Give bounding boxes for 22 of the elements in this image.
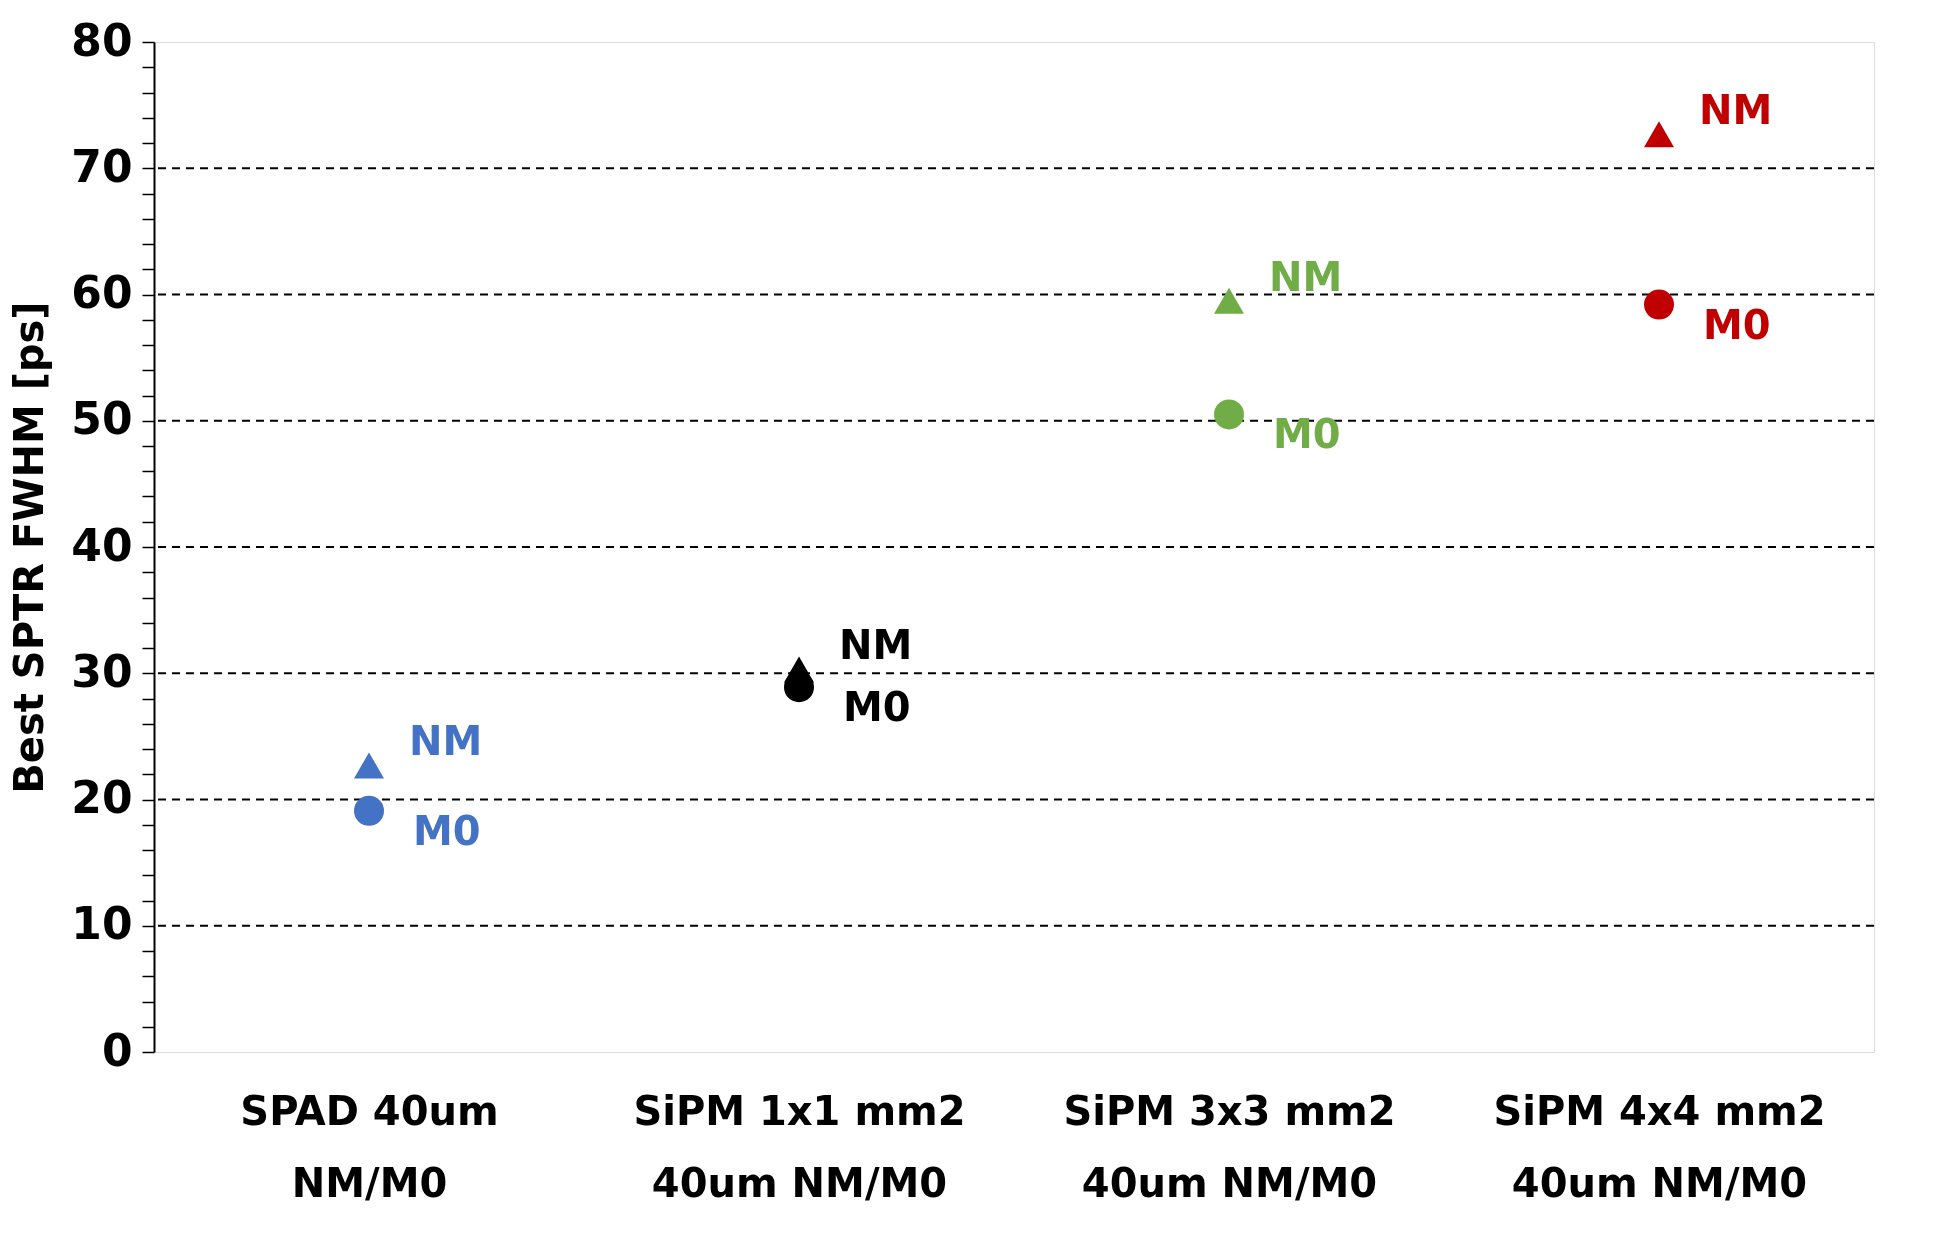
text: NM	[1269, 253, 1343, 300]
series-label: NM	[409, 718, 483, 765]
x-tick-label: SiPM 1x1 mm2 40um NM/M0	[633, 1087, 966, 1206]
text: M0	[1273, 411, 1341, 458]
y-tick-label: 10	[71, 898, 133, 950]
y-tick-label: 80	[71, 14, 133, 66]
text: M0	[1703, 301, 1771, 348]
x-tick-label: SPAD 40um NM/M0	[240, 1087, 499, 1206]
series-label: M0	[413, 807, 481, 854]
y-axis-title: Best SPTR FWHM [ps]	[6, 301, 53, 794]
y-tick-label: 30	[71, 645, 133, 697]
y-tick-label: 60	[71, 267, 133, 318]
y-tick-label: 0	[101, 1024, 133, 1076]
x-tick-label: SiPM 4x4 mm2 40um NM/M0	[1493, 1087, 1826, 1206]
y-tick-label: 20	[71, 772, 133, 823]
text: NM	[1699, 87, 1773, 134]
y-tick-label: 70	[71, 140, 133, 192]
text: M0	[843, 684, 911, 731]
text: NM	[839, 622, 913, 669]
x-tick-label: SiPM 3x3 mm2 40um NM/M0	[1063, 1087, 1396, 1206]
y-tick-label: 40	[71, 519, 133, 571]
y-tick-label: 50	[71, 393, 133, 445]
